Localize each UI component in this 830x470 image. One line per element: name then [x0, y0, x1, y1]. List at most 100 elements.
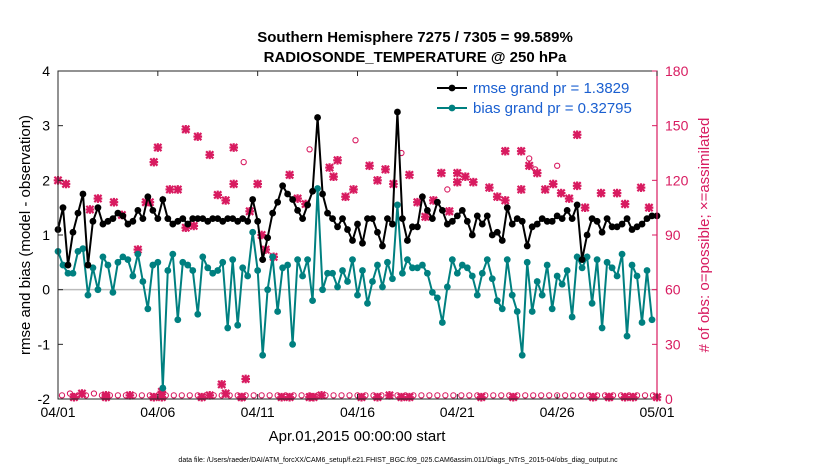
bias-point [354, 291, 361, 299]
bias-point [344, 278, 351, 285]
bias-point [593, 256, 601, 263]
legend-entry-label: rmse grand pr = 1.3829 [473, 80, 629, 97]
obs-assimilated-point [365, 161, 374, 171]
obs-possible-point [530, 392, 537, 399]
obs-assimilated-point [436, 168, 446, 178]
bias-point [89, 264, 97, 272]
obs-assimilated-point [421, 212, 430, 222]
rmse-point [284, 190, 292, 198]
rmse-point [389, 220, 396, 228]
obs-assimilated-point [153, 143, 163, 152]
bias-point [428, 289, 436, 296]
obs-possible-point [58, 392, 66, 399]
obs-possible-point [522, 392, 529, 399]
obs-possible-point [186, 392, 193, 399]
y-left-tick-label: 0 [42, 282, 50, 298]
rmse-point [573, 201, 581, 209]
bias-point [623, 332, 631, 340]
obs-assimilated-point [253, 179, 263, 189]
bias-point [528, 308, 536, 315]
bias-point [74, 248, 82, 255]
bias-point [109, 289, 117, 296]
bias-point [473, 291, 481, 299]
bias-point [399, 269, 406, 277]
obs-assimilated-point [556, 188, 566, 198]
rmse-point [124, 220, 132, 228]
rmse-point [483, 212, 491, 220]
bias-point [329, 269, 336, 277]
chart-title: Southern Hemisphere 7275 / 7305 = 99.589… [257, 29, 573, 46]
rmse-point [423, 207, 431, 214]
bias-point [533, 278, 541, 285]
bias-point [319, 286, 326, 294]
rmse-point [409, 223, 416, 231]
obs-assimilated-point [397, 392, 406, 402]
rmse-point [99, 220, 107, 228]
y-right-tick-label: 30 [665, 336, 681, 352]
obs-possible-point [114, 392, 122, 399]
obs-assimilated-point [460, 172, 470, 182]
obs-possible-point [170, 392, 177, 399]
bias-point [613, 272, 621, 280]
obs-possible-point [138, 392, 146, 399]
rmse-point [89, 217, 97, 225]
obs-assimilated-point [500, 195, 510, 205]
bias-point [369, 278, 376, 285]
obs-assimilated-point [405, 392, 414, 402]
bias-point [59, 261, 67, 269]
rmse-point [104, 217, 112, 225]
bias-point [154, 258, 162, 266]
rmse-point [294, 207, 301, 214]
bias-point [314, 185, 321, 192]
rmse-point [244, 217, 252, 225]
rmse-point [453, 212, 461, 220]
y-left-tick-label: 4 [42, 63, 50, 79]
bias-point [458, 261, 466, 269]
bias-point [568, 313, 576, 321]
bias-point [498, 305, 506, 313]
bias-point [194, 310, 202, 318]
rmse-point [94, 204, 102, 212]
rmse-point [64, 261, 72, 269]
bias-point [124, 256, 132, 263]
bias-point [299, 272, 306, 280]
x-tick-label: 04/21 [440, 404, 475, 420]
bias-point [304, 256, 311, 263]
rmse-point [618, 220, 626, 228]
bias-point [538, 291, 546, 299]
obs-assimilated-point [500, 146, 510, 156]
obs-assimilated-point [357, 392, 366, 402]
rmse-point [174, 217, 182, 225]
obs-assimilated-point [193, 132, 203, 141]
obs-possible-point [306, 146, 313, 153]
bias-point [359, 267, 366, 274]
bias-point [129, 272, 137, 280]
rmse-point [209, 215, 217, 223]
plot-background [58, 71, 657, 399]
rmse-point [394, 108, 401, 116]
obs-assimilated-point [229, 143, 239, 152]
bias-point [164, 267, 172, 274]
rmse-point [558, 215, 566, 223]
rmse-point [578, 256, 586, 263]
rmse-point [329, 215, 336, 223]
obs-assimilated-point [596, 188, 606, 198]
bias-point [558, 280, 566, 288]
obs-assimilated-point [173, 185, 183, 194]
rmse-point [404, 237, 411, 244]
obs-assimilated-point [85, 205, 95, 214]
obs-possible-point [538, 392, 545, 399]
rmse-point [349, 237, 356, 244]
rmse-point [274, 198, 282, 206]
bias-point [543, 261, 551, 269]
obs-assimilated-point [452, 177, 462, 187]
obs-possible-point [338, 392, 345, 399]
bias-point [433, 294, 441, 302]
rmse-point [488, 231, 496, 239]
bias-point [119, 253, 127, 261]
rmse-point [593, 217, 601, 225]
bias-point [409, 264, 416, 272]
x-tick-label: 04/11 [241, 404, 275, 420]
bias-point [404, 256, 411, 263]
obs-possible-point [444, 186, 451, 193]
